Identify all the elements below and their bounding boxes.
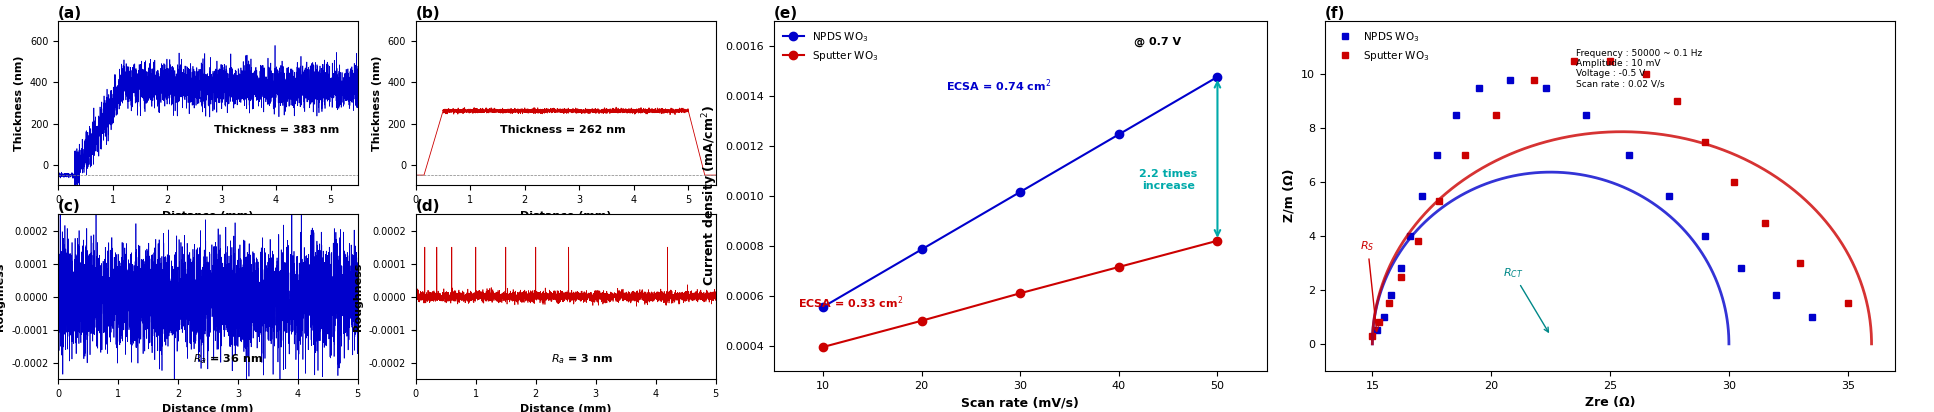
NPDS WO$_3$ bbox=[1574, 112, 1597, 117]
Text: (a): (a) bbox=[58, 6, 81, 21]
Text: Frequency : 50000 ~ 0.1 Hz
Amplitude : 10 mV
Voltage : -0.5 V
Scan rate : 0.02 V: Frequency : 50000 ~ 0.1 Hz Amplitude : 1… bbox=[1576, 49, 1702, 89]
NPDS WO$_3$ bbox=[909, 247, 932, 252]
Text: ECSA = 0.74 cm$^2$: ECSA = 0.74 cm$^2$ bbox=[946, 77, 1052, 94]
Text: (d): (d) bbox=[416, 199, 441, 214]
Sputter WO$_3$ bbox=[909, 318, 932, 323]
Text: (b): (b) bbox=[416, 6, 441, 21]
NPDS WO$_3$ bbox=[1445, 112, 1468, 117]
Line: Sputter WO$_3$: Sputter WO$_3$ bbox=[1369, 58, 1851, 339]
Y-axis label: Roughness: Roughness bbox=[0, 262, 6, 331]
Sputter WO$_3$ bbox=[1362, 333, 1385, 338]
Text: Thickness = 383 nm: Thickness = 383 nm bbox=[215, 125, 338, 135]
Text: (c): (c) bbox=[58, 199, 81, 214]
Sputter WO$_3$ bbox=[1752, 220, 1775, 225]
Sputter WO$_3$ bbox=[1454, 153, 1478, 158]
Text: ECSA = 0.33 cm$^2$: ECSA = 0.33 cm$^2$ bbox=[799, 295, 903, 311]
X-axis label: Scan rate (mV/s): Scan rate (mV/s) bbox=[961, 396, 1079, 409]
Text: $R_{CT}$: $R_{CT}$ bbox=[1503, 267, 1549, 332]
Sputter WO$_3$ bbox=[1367, 320, 1391, 325]
NPDS WO$_3$ bbox=[1499, 77, 1522, 82]
NPDS WO$_3$ bbox=[1617, 153, 1640, 158]
NPDS WO$_3$ bbox=[1694, 234, 1717, 239]
Text: Thickness = 262 nm: Thickness = 262 nm bbox=[499, 125, 625, 135]
Y-axis label: Thickness (nm): Thickness (nm) bbox=[14, 55, 25, 151]
NPDS WO$_3$ bbox=[1207, 75, 1230, 80]
NPDS WO$_3$ bbox=[1389, 266, 1412, 271]
Y-axis label: Current density (mA/cm$^2$): Current density (mA/cm$^2$) bbox=[700, 105, 719, 286]
Legend: NPDS WO$_3$, Sputter WO$_3$: NPDS WO$_3$, Sputter WO$_3$ bbox=[1331, 26, 1433, 67]
Sputter WO$_3$ bbox=[1207, 238, 1230, 243]
NPDS WO$_3$ bbox=[1657, 193, 1681, 198]
Sputter WO$_3$ bbox=[1522, 77, 1545, 82]
Sputter WO$_3$ bbox=[1665, 99, 1688, 104]
Sputter WO$_3$ bbox=[1010, 291, 1033, 296]
Sputter WO$_3$ bbox=[1485, 112, 1509, 117]
Text: $R_a$ = 3 nm: $R_a$ = 3 nm bbox=[551, 353, 613, 366]
Sputter WO$_3$ bbox=[1789, 260, 1812, 265]
Text: $R_S$: $R_S$ bbox=[1360, 239, 1379, 332]
Sputter WO$_3$ bbox=[1389, 274, 1412, 279]
Line: NPDS WO$_3$: NPDS WO$_3$ bbox=[1373, 76, 1816, 334]
Sputter WO$_3$ bbox=[1634, 72, 1657, 77]
Y-axis label: Z/m (Ω): Z/m (Ω) bbox=[1282, 169, 1296, 222]
Sputter WO$_3$ bbox=[1721, 180, 1744, 185]
NPDS WO$_3$ bbox=[1729, 266, 1752, 271]
NPDS WO$_3$ bbox=[1398, 234, 1421, 239]
NPDS WO$_3$ bbox=[1379, 293, 1402, 298]
X-axis label: Zre (Ω): Zre (Ω) bbox=[1584, 396, 1636, 409]
X-axis label: Distance (mm): Distance (mm) bbox=[520, 211, 611, 221]
X-axis label: Distance (mm): Distance (mm) bbox=[520, 404, 611, 412]
NPDS WO$_3$ bbox=[812, 304, 835, 309]
NPDS WO$_3$ bbox=[1373, 314, 1396, 319]
Sputter WO$_3$ bbox=[1694, 139, 1717, 144]
Sputter WO$_3$ bbox=[1835, 301, 1859, 306]
Line: NPDS WO$_3$: NPDS WO$_3$ bbox=[818, 73, 1222, 311]
NPDS WO$_3$ bbox=[1425, 153, 1449, 158]
Sputter WO$_3$ bbox=[1599, 59, 1623, 63]
Sputter WO$_3$ bbox=[1106, 265, 1129, 269]
Text: 2.2 times
increase: 2.2 times increase bbox=[1139, 169, 1197, 191]
X-axis label: Distance (mm): Distance (mm) bbox=[162, 211, 253, 221]
Sputter WO$_3$ bbox=[1427, 199, 1450, 204]
Y-axis label: Roughness: Roughness bbox=[354, 262, 364, 331]
NPDS WO$_3$ bbox=[1365, 328, 1389, 333]
Text: (e): (e) bbox=[774, 6, 797, 21]
NPDS WO$_3$ bbox=[1468, 85, 1491, 90]
Sputter WO$_3$ bbox=[1377, 301, 1400, 306]
Y-axis label: Thickness (nm): Thickness (nm) bbox=[371, 55, 383, 151]
Text: $R_a$ = 36 nm: $R_a$ = 36 nm bbox=[193, 353, 263, 366]
Sputter WO$_3$ bbox=[1563, 59, 1586, 63]
Sputter WO$_3$ bbox=[1406, 239, 1429, 244]
X-axis label: Distance (mm): Distance (mm) bbox=[162, 404, 253, 412]
NPDS WO$_3$ bbox=[1010, 190, 1033, 194]
Text: (f): (f) bbox=[1325, 6, 1346, 21]
NPDS WO$_3$ bbox=[1534, 85, 1557, 90]
NPDS WO$_3$ bbox=[1766, 293, 1789, 298]
NPDS WO$_3$ bbox=[1410, 193, 1433, 198]
Legend: NPDS WO$_3$, Sputter WO$_3$: NPDS WO$_3$, Sputter WO$_3$ bbox=[779, 26, 882, 67]
Text: @ 0.7 V: @ 0.7 V bbox=[1133, 37, 1182, 47]
Sputter WO$_3$ bbox=[812, 344, 835, 349]
NPDS WO$_3$ bbox=[1106, 132, 1129, 137]
Line: Sputter WO$_3$: Sputter WO$_3$ bbox=[818, 236, 1222, 351]
NPDS WO$_3$ bbox=[1801, 314, 1824, 319]
